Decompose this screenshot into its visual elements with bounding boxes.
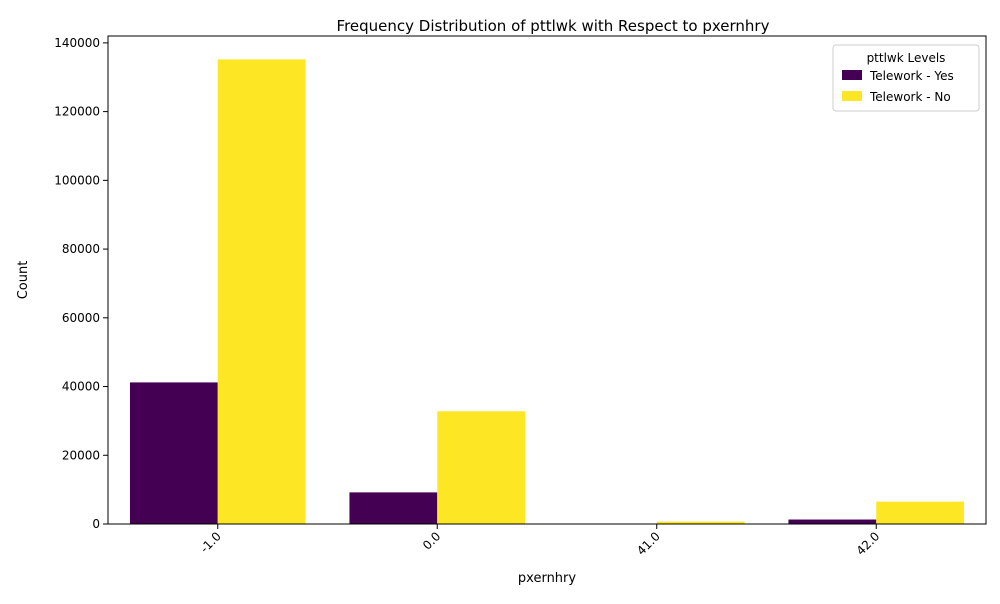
bar-telework-no-42-0 [876, 502, 964, 524]
bar-telework-yes-1-0 [130, 382, 218, 524]
x-axis: -1.0 0.0 41.0 42.0 [197, 524, 882, 558]
bar-telework-yes-0-0 [349, 492, 437, 524]
y-tick-label: 60000 [62, 311, 100, 325]
y-tick-label: 0 [92, 517, 100, 531]
legend-title: pttlwk Levels [867, 51, 946, 65]
legend-swatch-telework-yes [842, 70, 862, 80]
y-tick-label: 120000 [54, 105, 100, 119]
bars-layer [130, 59, 964, 524]
legend: pttlwk Levels Telework - Yes Telework - … [833, 45, 979, 111]
y-tick-label: 20000 [62, 448, 100, 462]
x-tick-label-41-0: 41.0 [634, 529, 663, 558]
legend-label-telework-yes: Telework - Yes [869, 69, 954, 83]
bar-telework-no-0-0 [437, 411, 525, 524]
y-tick-label: 40000 [62, 380, 100, 394]
y-tick-label: 140000 [54, 36, 100, 50]
bar-telework-no-1-0 [218, 59, 306, 524]
bar-telework-yes-42-0 [788, 520, 876, 524]
x-tick-label-42-0: 42.0 [854, 529, 883, 558]
y-tick-label: 100000 [54, 173, 100, 187]
chart-title: Frequency Distribution of pttlwk with Re… [337, 17, 770, 35]
x-axis-label: pxernhry [518, 571, 576, 586]
legend-swatch-telework-no [842, 91, 862, 101]
legend-label-telework-no: Telework - No [869, 90, 951, 104]
x-tick-label-1-0: -1.0 [197, 529, 223, 555]
y-axis: 0 20000 40000 60000 80000 100000 120000 140000 [54, 36, 108, 531]
x-tick-label-0-0: 0.0 [420, 529, 443, 552]
y-tick-label: 80000 [62, 242, 100, 256]
y-axis-label: Count [16, 261, 31, 300]
